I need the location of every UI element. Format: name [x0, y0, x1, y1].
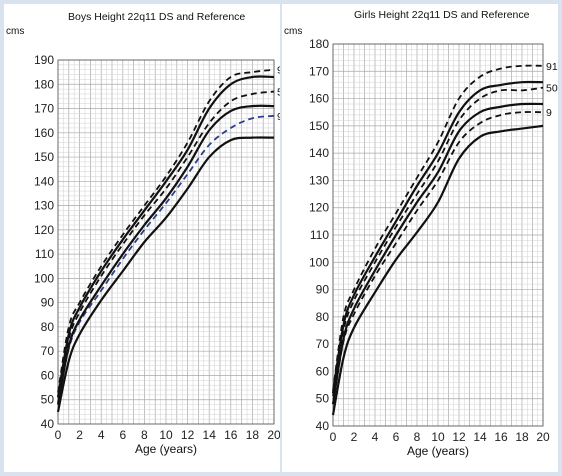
x-tick-label: 0 [55, 428, 62, 442]
grid [57, 59, 275, 425]
y-tick-label: 180 [309, 37, 329, 51]
y-tick-label: 40 [41, 417, 55, 431]
syndrome-centile-line-3 [331, 80, 544, 394]
syndrome-centile-line-4 [331, 102, 544, 405]
y-tick-label: 180 [34, 77, 54, 91]
x-tick-label: 4 [98, 428, 105, 442]
syndrome-centile-line-5 [331, 124, 544, 416]
y-axis-unit-label: cms [284, 26, 302, 37]
x-tick-label: 10 [431, 430, 445, 444]
y-tick-label: 110 [310, 228, 329, 242]
y-tick-label: 60 [316, 364, 330, 378]
x-tick-label: 12 [452, 430, 466, 444]
boys-height-chart: 4050607080901001101201301401501601701801… [6, 11, 280, 456]
y-tick-label: 90 [316, 283, 330, 297]
syndrome-centile-line-5 [56, 136, 275, 413]
centile-label-50: 50 [277, 87, 280, 99]
plot-frame [332, 43, 544, 427]
x-tick-label: 16 [494, 430, 508, 444]
centile-label-9: 9 [277, 111, 280, 123]
reference-centile-line-91 [57, 68, 275, 393]
y-tick-label: 130 [34, 199, 54, 213]
x-tick-label: 14 [473, 430, 487, 444]
girls-height-chart-panel: 40 50 60 70 80 90 100 110 120 130 140 150 160 170 180 0… [282, 4, 558, 472]
syndrome-centile-line-3 [56, 75, 275, 398]
chart-title: Boys Height 22q11 DS and Reference [68, 11, 245, 23]
y-tick-label: 80 [41, 320, 55, 334]
y-tick-label: 160 [34, 126, 54, 140]
y-tick-label: 50 [41, 393, 55, 407]
y-tick-label: 40 [316, 419, 330, 433]
y-tick-label: 130 [309, 173, 329, 187]
x-tick-label: 4 [372, 430, 379, 444]
x-tick-label: 8 [141, 428, 148, 442]
centile-label-91: 91 [546, 61, 558, 73]
y-tick-label: 190 [34, 53, 54, 67]
x-tick-label: 14 [203, 428, 217, 442]
x-tick-label: 0 [330, 430, 337, 444]
x-tick-label: 18 [246, 428, 260, 442]
centile-label-9: 9 [546, 107, 552, 119]
x-tick-label: 20 [267, 428, 280, 442]
reference-centile-line-9 [332, 111, 544, 405]
syndrome-centile-line-4 [56, 104, 275, 405]
x-tick-label: 10 [159, 428, 173, 442]
girls-height-chart: 40 50 60 70 80 90 100 110 120 130 140 150 160 170 180 0… [284, 9, 558, 458]
grid [332, 43, 544, 427]
y-tick-label: 100 [34, 271, 54, 285]
y-tick-label: 60 [41, 368, 55, 382]
y-tick-label: 90 [41, 296, 55, 310]
y-tick-label: 100 [309, 255, 329, 269]
y-tick-label: 70 [41, 344, 55, 358]
y-tick-label: 170 [309, 64, 329, 78]
y-tick-label: 140 [34, 174, 54, 188]
y-tick-label: 170 [34, 102, 54, 116]
reference-centile-line-50 [57, 90, 275, 398]
y-tick-label: 150 [309, 119, 329, 133]
series-lines [331, 64, 544, 416]
y-tick-label: 80 [316, 310, 330, 324]
x-tick-label: 6 [393, 430, 400, 444]
x-tick-label: 2 [351, 430, 358, 444]
centile-label-91: 91 [277, 65, 280, 77]
x-tick-label: 8 [414, 430, 421, 444]
x-tick-label: 2 [76, 428, 83, 442]
reference-centile-line-50 [332, 86, 544, 397]
centile-label-50: 50 [546, 83, 558, 95]
reference-centile-line-9 [57, 114, 275, 403]
x-tick-label: 16 [224, 428, 238, 442]
x-tick-label: 6 [119, 428, 126, 442]
x-tick-label: 18 [515, 430, 529, 444]
chart-title: Girls Height 22q11 DS and Reference [354, 9, 530, 21]
x-axis-label: Age (years) [407, 444, 469, 458]
x-tick-label: 12 [181, 428, 195, 442]
y-tick-label: 110 [35, 247, 54, 261]
y-tick-label: 140 [309, 146, 329, 160]
y-axis-unit-label: cms [6, 26, 24, 37]
plot-frame [57, 59, 275, 425]
y-tick-label: 120 [309, 201, 329, 215]
y-tick-label: 150 [34, 150, 54, 164]
y-tick-label: 160 [309, 92, 329, 106]
x-tick-label: 20 [536, 430, 550, 444]
y-tick-label: 120 [34, 223, 54, 237]
y-tick-label: 50 [316, 392, 330, 406]
y-tick-label: 70 [316, 337, 330, 351]
boys-height-chart-panel: 40 50 60 70 80 90 100 110 120 130 140 150 160 170 180 1… [4, 4, 280, 472]
x-axis-label: Age (years) [135, 442, 197, 456]
series-lines [56, 68, 275, 413]
